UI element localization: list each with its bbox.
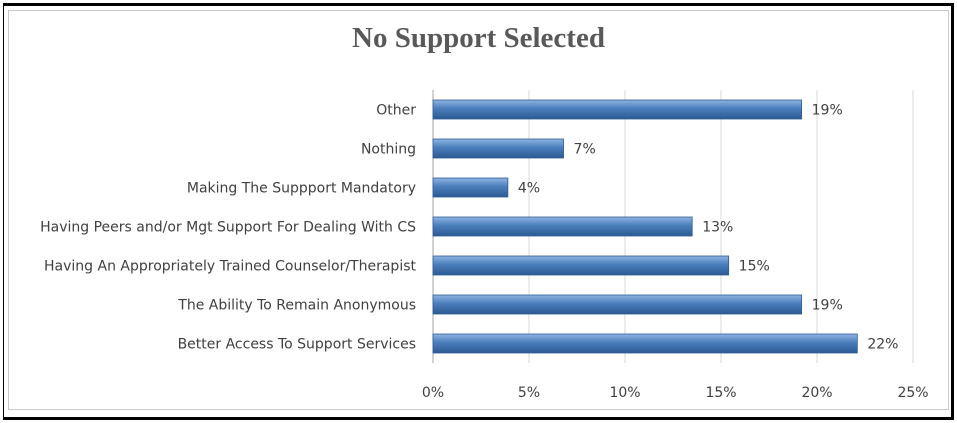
data-label: 4% — [518, 181, 540, 197]
bar — [432, 333, 858, 354]
x-tick-label: 5% — [518, 385, 540, 401]
bar — [432, 255, 730, 276]
bar — [432, 99, 803, 120]
x-tick-label: 20% — [801, 385, 832, 401]
data-label: 15% — [739, 259, 770, 275]
category-label: Better Access To Support Services — [178, 337, 416, 353]
category-label: Having An Appropriately Trained Counselo… — [44, 259, 417, 275]
bar — [432, 294, 803, 315]
category-label: Making The Suppport Mandatory — [187, 181, 416, 197]
bar — [432, 177, 509, 198]
data-label: 22% — [867, 337, 898, 353]
x-tick-label: 10% — [609, 385, 640, 401]
data-label: 7% — [574, 142, 596, 158]
chart-frame — [3, 3, 954, 420]
x-tick-label: 25% — [897, 385, 928, 401]
data-label: 19% — [812, 103, 843, 119]
category-label: Other — [376, 103, 416, 119]
chart-title: No Support Selected — [352, 22, 605, 54]
bar — [432, 138, 564, 159]
x-tick-label: 0% — [422, 385, 444, 401]
data-label: 13% — [702, 220, 733, 236]
data-label: 19% — [812, 298, 843, 314]
x-tick-label: 15% — [705, 385, 736, 401]
category-label: Having Peers and/or Mgt Support For Deal… — [40, 220, 416, 236]
bar — [432, 216, 693, 237]
category-label: The Ability To Remain Anonymous — [177, 298, 416, 314]
category-label: Nothing — [361, 142, 416, 158]
